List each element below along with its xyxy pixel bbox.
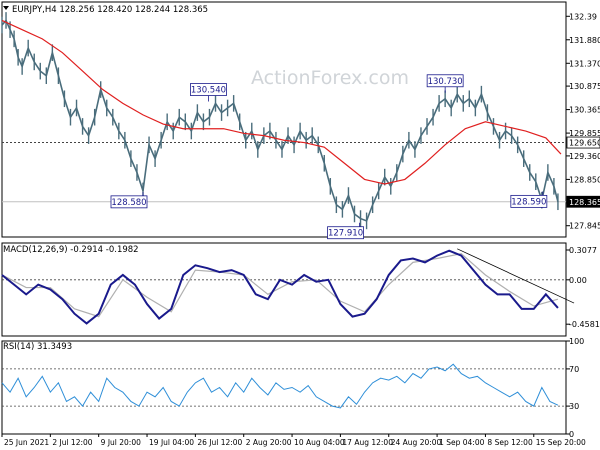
macd-frame xyxy=(1,242,567,337)
current-price-label-box xyxy=(566,195,600,208)
rsi-tick-label: 100 xyxy=(569,337,584,346)
price-tick-label: 129.360 xyxy=(569,152,600,161)
macd-tick-label: 0.00 xyxy=(569,276,587,285)
level-price-label: 129.650 xyxy=(569,139,600,148)
rsi-panel: 100 70 30 0 xyxy=(1,337,584,439)
annotation-box xyxy=(190,83,227,96)
x-tick-label: 25 Jun 2021 xyxy=(4,438,49,447)
x-axis: 25 Jun 2021 2 Jul 12:00 9 Jul 20:00 19 Jul … xyxy=(1,434,586,447)
annotation-label: 128.580 xyxy=(111,198,146,208)
x-tick-label: 1 Sep 04:00 xyxy=(439,438,485,447)
price-tick-label: 132.39 xyxy=(569,12,597,21)
rsi-tick-label: 30 xyxy=(569,402,579,411)
annotation-label: 127.910 xyxy=(328,229,363,239)
x-tick-label: 26 Jul 12:00 xyxy=(197,438,242,447)
dropdown-triangle-icon xyxy=(3,6,9,10)
macd-line xyxy=(1,249,559,325)
price-title: EURJPY,H4 128.256 128.420 128.244 128.36… xyxy=(12,5,208,15)
x-tick-label: 2 Aug 20:00 xyxy=(246,438,292,447)
moving-average-line xyxy=(1,19,562,185)
rsi-tick-label: 0 xyxy=(569,430,574,439)
annotation-box xyxy=(327,226,364,240)
x-tick-label: 2 Jul 12:00 xyxy=(52,438,92,447)
macd-tick-label: 0.3077 xyxy=(569,246,597,255)
macd-title: MACD(12,26,9) -0.2914 -0.1982 xyxy=(3,245,139,255)
rsi-tick-label: 70 xyxy=(569,365,579,374)
price-tick-label: 130.365 xyxy=(569,106,600,115)
price-panel: 132.39 131.880 131.370 130.875 130.365 129.85… xyxy=(1,1,600,240)
annotation-box xyxy=(110,195,148,209)
x-tick-label: 24 Aug 20:00 xyxy=(391,438,442,447)
macd-tick-label: -0.4581 xyxy=(569,320,600,329)
level-price-label-box xyxy=(566,136,600,149)
x-tick-label: 19 Jul 04:00 xyxy=(149,438,194,447)
price-tick-label: 127.845 xyxy=(569,222,600,231)
x-tick-label: 10 Aug 04:00 xyxy=(294,438,345,447)
price-tick-label: 130.875 xyxy=(569,82,600,91)
current-price-label: 128.365 xyxy=(569,198,600,207)
rsi-line xyxy=(1,363,559,409)
annotation-label: 128.590 xyxy=(511,197,546,207)
rsi-title: RSI(14) 31.3493 xyxy=(3,342,72,352)
annotation-box xyxy=(426,74,464,88)
macd-signal-line xyxy=(1,253,559,318)
price-tick-label: 131.880 xyxy=(569,36,600,45)
x-tick-label: 8 Sep 12:00 xyxy=(487,438,533,447)
annotation-label: 130.730 xyxy=(428,77,463,87)
price-tick-label: 129.855 xyxy=(569,129,600,138)
price-line xyxy=(1,18,559,222)
annotation-box xyxy=(510,194,548,208)
macd-trendline xyxy=(457,248,575,304)
watermark: ActionForex.com xyxy=(251,67,409,89)
price-tick-label: 131.370 xyxy=(569,59,600,68)
macd-panel: 0.3077 0.00 -0.4581 xyxy=(1,242,600,337)
annotation-label: 130.540 xyxy=(191,86,226,96)
price-frame xyxy=(1,1,567,238)
price-tick-label: 128.850 xyxy=(569,175,600,184)
rsi-frame xyxy=(1,340,567,435)
x-tick-label: 17 Aug 12:00 xyxy=(342,438,393,447)
x-tick-label: 15 Sep 20:00 xyxy=(536,438,586,447)
x-tick-label: 9 Jul 20:00 xyxy=(101,438,141,447)
